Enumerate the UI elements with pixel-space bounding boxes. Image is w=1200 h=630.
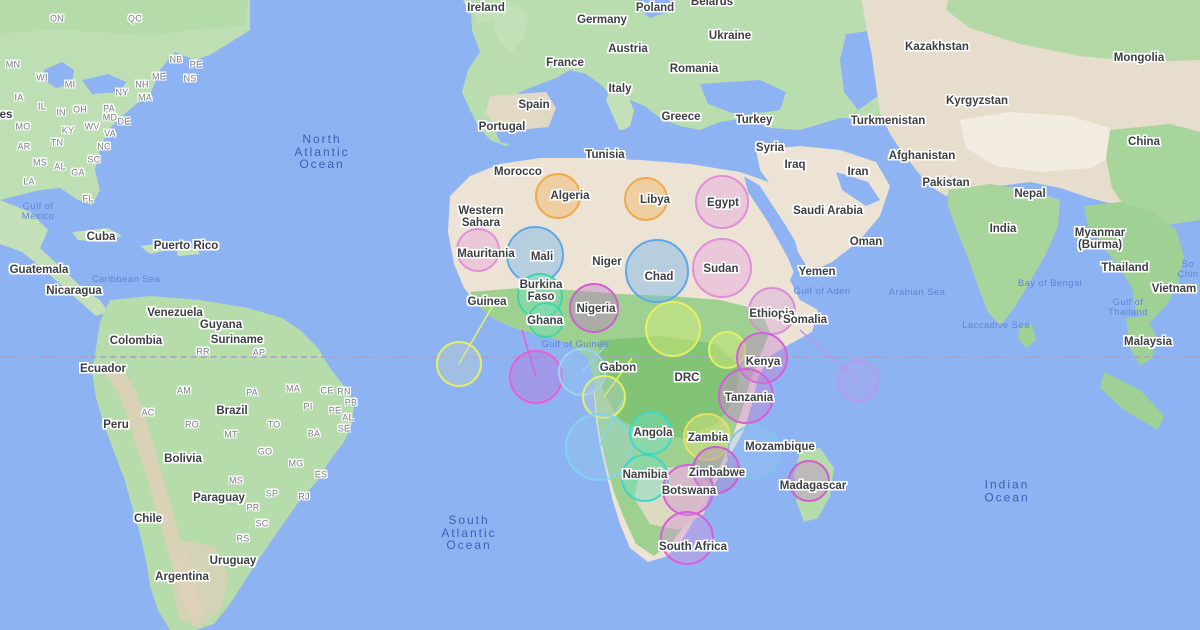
water-red-sea <box>744 176 812 288</box>
map-marker-madagascar[interactable] <box>788 460 830 502</box>
map-marker-botswana[interactable] <box>662 464 714 516</box>
land-italy <box>606 84 634 132</box>
water-black-sea <box>700 80 786 116</box>
land-malay-peninsula <box>1126 316 1156 366</box>
map-marker-chad[interactable] <box>625 239 689 303</box>
map-marker-angola[interactable] <box>629 411 673 455</box>
land-caribbean-islands <box>72 228 200 256</box>
map-marker-somalia-off[interactable] <box>837 360 879 402</box>
map-marker-algeria[interactable] <box>535 173 581 219</box>
land-canada-north <box>0 0 249 35</box>
terrain-congo-basin <box>598 336 740 438</box>
map-marker-ethiopia[interactable] <box>748 287 796 335</box>
map-marker-guinea-off[interactable] <box>436 341 482 387</box>
terrain-himalaya <box>960 112 1118 172</box>
terrain-siberia-green <box>946 0 1200 62</box>
map-marker-mozambique[interactable] <box>727 425 781 479</box>
land-southeast-asia <box>1084 202 1184 322</box>
land-south-america <box>92 296 354 630</box>
map-marker-cameroon[interactable] <box>645 301 701 357</box>
land-sumatra <box>1100 372 1164 430</box>
land-central-america <box>0 200 108 316</box>
map-marker-sudan[interactable] <box>692 238 752 298</box>
water-persian-gulf <box>836 172 880 206</box>
land-arabia <box>756 146 890 272</box>
map-marker-ghana[interactable] <box>528 302 564 338</box>
land-sri-lanka <box>1018 324 1036 348</box>
terrain-patagonia <box>172 540 228 628</box>
map-marker-mauritania[interactable] <box>456 228 500 272</box>
map-marker-egypt[interactable] <box>695 175 749 229</box>
map-marker-southafrica[interactable] <box>660 511 714 565</box>
land-british-isles <box>470 2 528 52</box>
terrain-china-green <box>1106 124 1200 226</box>
water-baltic <box>638 0 674 18</box>
map-marker-libya[interactable] <box>624 177 668 221</box>
map-marker-nigeria[interactable] <box>569 283 619 333</box>
map-marker-togo-off[interactable] <box>509 350 563 404</box>
lake-great-lakes <box>44 62 126 94</box>
water-gulf-of-aden <box>800 278 870 300</box>
map-marker-stp-off[interactable] <box>582 375 626 419</box>
water-mediterranean <box>496 126 790 162</box>
land-india <box>948 184 1060 326</box>
land-iberia <box>486 92 556 138</box>
map-marker-tanzania[interactable] <box>718 368 774 424</box>
land-north-america <box>0 0 250 205</box>
